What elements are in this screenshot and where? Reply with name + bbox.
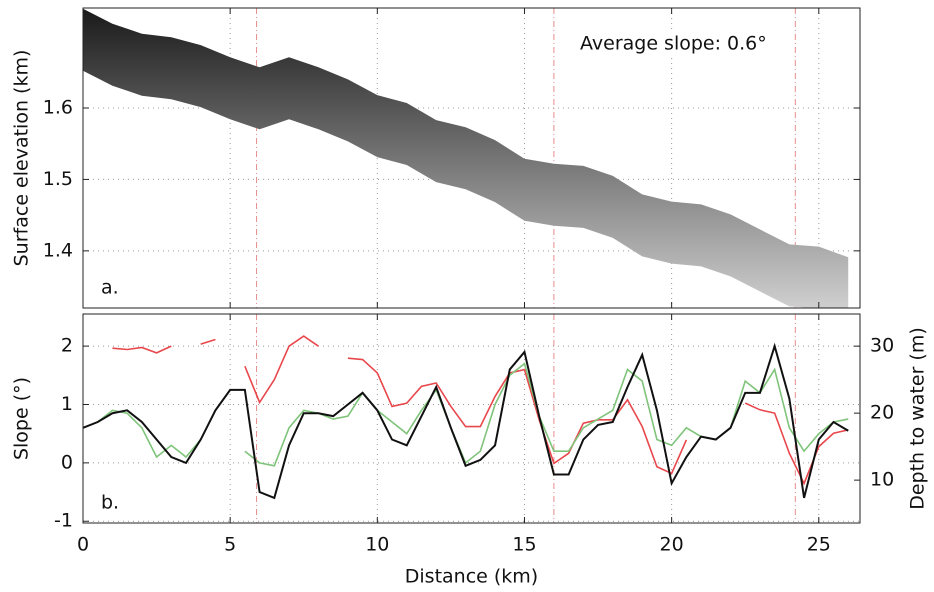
x-tick-label: 10 (365, 534, 389, 556)
panel-label: a. (101, 277, 119, 299)
axes-frame (82, 313, 861, 524)
axes-frame (82, 7, 861, 309)
y-tick-label: 2 (61, 335, 73, 357)
series-line (83, 342, 849, 500)
label-box (93, 274, 129, 302)
y-axis-label: Slope (°) (11, 377, 33, 460)
panel (83, 314, 860, 523)
y-tick-label: 0 (61, 451, 73, 473)
series-line (112, 335, 849, 486)
y-tick-label: -1 (54, 510, 73, 532)
y-tick-label: 1.6 (43, 97, 73, 119)
x-tick-label: 25 (807, 534, 831, 556)
x-tick-label: 0 (77, 534, 89, 556)
annotation-box (572, 30, 772, 58)
y2-tick-label: 30 (870, 335, 894, 357)
y-axis-label: Surface elevation (km) (11, 50, 33, 267)
x-tick-label: 20 (660, 534, 684, 556)
label-box (93, 489, 129, 517)
x-axis-label: Distance (km) (405, 566, 538, 588)
annotation: Average slope: 0.6° (580, 33, 767, 55)
y-tick-label: 1.4 (43, 239, 73, 261)
x-tick-label: 5 (224, 534, 236, 556)
y-tick-label: 1 (61, 393, 73, 415)
surface-band (83, 8, 849, 308)
y2-tick-label: 20 (870, 402, 894, 424)
y-tick-label: 1.5 (43, 168, 73, 190)
x-tick-label: 15 (512, 534, 536, 556)
y2-tick-label: 10 (870, 469, 894, 491)
y2-axis-label: Depth to water (m) (907, 327, 929, 510)
panel-label: b. (101, 492, 119, 514)
series-line (83, 362, 849, 467)
